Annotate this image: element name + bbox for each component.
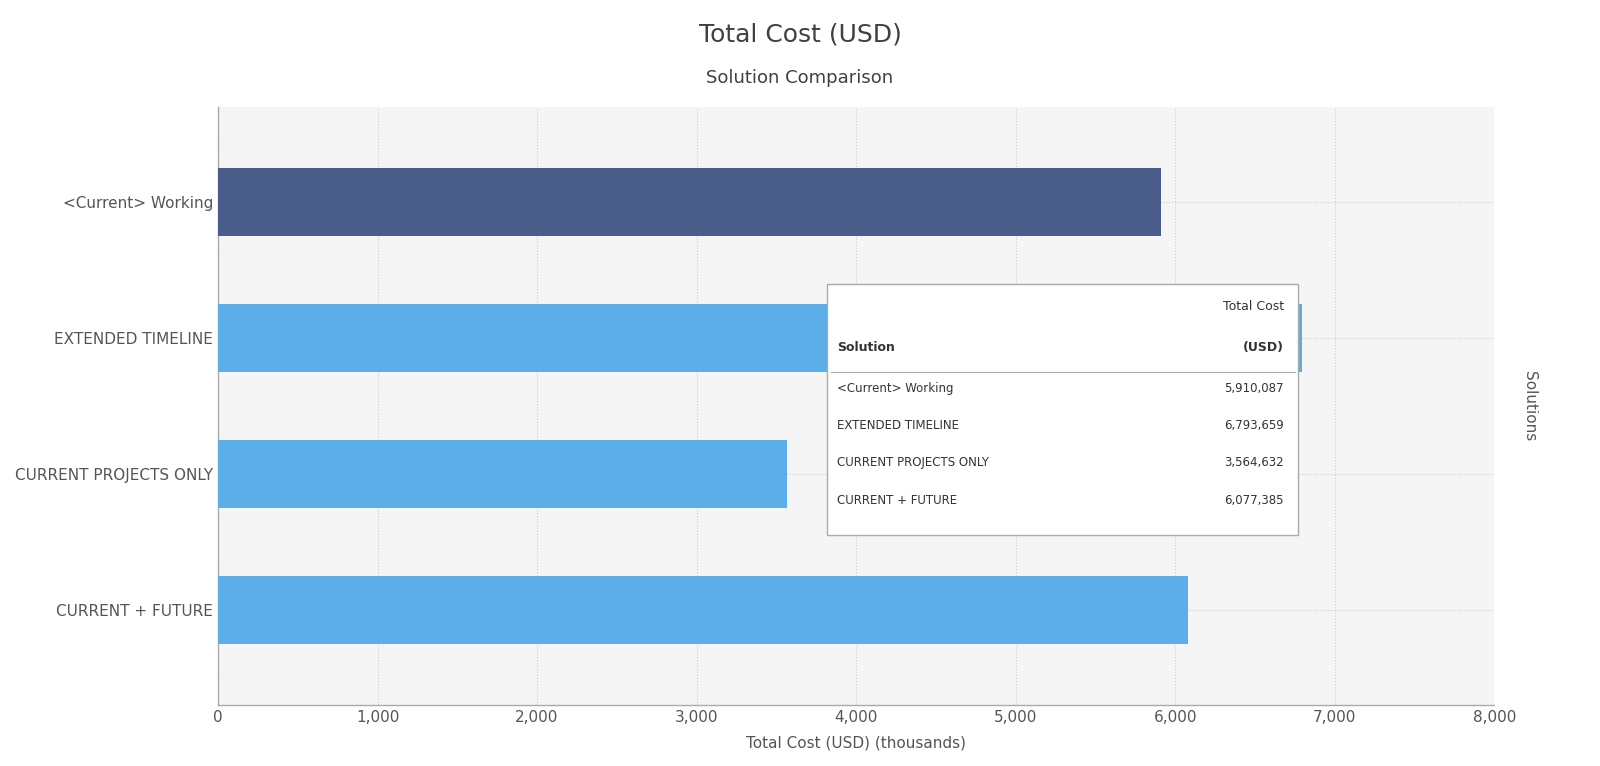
Text: CURRENT PROJECTS ONLY: CURRENT PROJECTS ONLY xyxy=(837,457,989,470)
Text: 5,910,087: 5,910,087 xyxy=(1224,381,1283,394)
Bar xyxy=(218,576,1187,644)
Text: EXTENDED TIMELINE: EXTENDED TIMELINE xyxy=(837,419,958,432)
Text: Total Cost (USD): Total Cost (USD) xyxy=(699,23,901,47)
Y-axis label: Solutions: Solutions xyxy=(1522,371,1538,441)
Bar xyxy=(218,168,1162,236)
Text: <Current> Working: <Current> Working xyxy=(837,381,954,394)
Text: 3,564,632: 3,564,632 xyxy=(1224,457,1283,470)
Bar xyxy=(218,304,1302,372)
Text: CURRENT + FUTURE: CURRENT + FUTURE xyxy=(837,493,957,506)
Text: Solution: Solution xyxy=(837,341,894,354)
FancyBboxPatch shape xyxy=(827,283,1298,535)
Text: 6,793,659: 6,793,659 xyxy=(1224,419,1283,432)
Text: (USD): (USD) xyxy=(1243,341,1283,354)
Text: Solution Comparison: Solution Comparison xyxy=(707,69,893,87)
Text: Total Cost: Total Cost xyxy=(1222,300,1283,313)
Text: 6,077,385: 6,077,385 xyxy=(1224,493,1283,506)
X-axis label: Total Cost (USD) (thousands): Total Cost (USD) (thousands) xyxy=(746,736,966,751)
Bar xyxy=(218,440,787,508)
